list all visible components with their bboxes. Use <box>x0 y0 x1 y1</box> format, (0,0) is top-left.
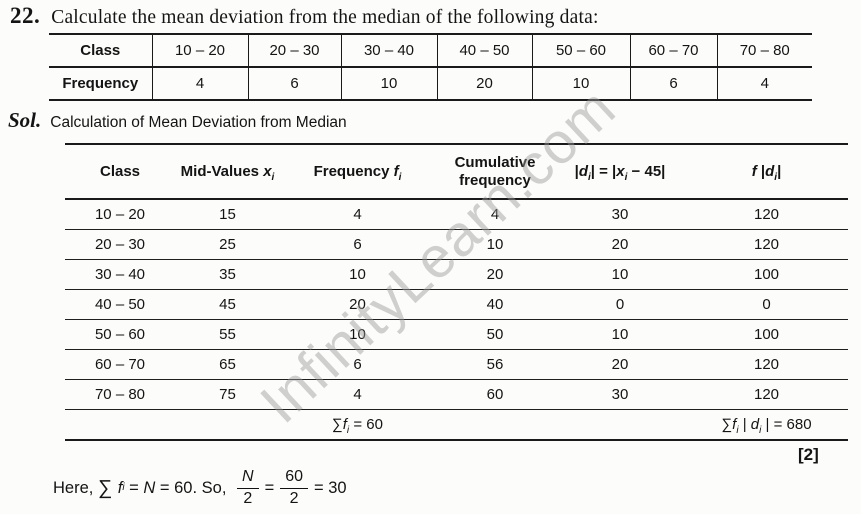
sigma-symbol: ∑ <box>97 476 118 499</box>
cell-empty <box>555 410 685 441</box>
solution-table-row: 60 – 70 65 6 56 20 120 <box>65 349 848 380</box>
frequency-cell: 6 <box>248 67 342 100</box>
cell-abs-deviation: 30 <box>555 199 685 230</box>
var-n: N <box>143 478 156 497</box>
class-cell: 50 – 60 <box>532 34 631 68</box>
solution-table-row: 10 – 20 15 4 4 30 120 <box>65 199 848 230</box>
cell-mid-value: 45 <box>175 289 280 320</box>
class-cell: 70 – 80 <box>717 34 812 68</box>
cell-abs-deviation: 20 <box>555 229 685 260</box>
frequency-cell: 4 <box>760 75 769 92</box>
solution-title: Calculation of Mean Deviation from Media… <box>50 114 347 131</box>
total-frequency: ∑fi = 60 <box>332 416 383 436</box>
class-cell: 30 – 40 <box>341 34 438 68</box>
cell-class: 10 – 20 <box>65 199 175 230</box>
class-cell: 60 – 70 <box>630 34 718 68</box>
cell-mid-value: 35 <box>175 259 280 290</box>
cell-cumulative-frequency: 10 <box>435 229 555 260</box>
cell-abs-deviation: 10 <box>555 319 685 350</box>
cell-abs-deviation: 0 <box>555 289 685 320</box>
problem-text: Calculate the mean deviation from the me… <box>51 7 599 28</box>
solution-table-row: 70 – 80 75 4 60 30 120 <box>65 379 848 410</box>
header-abs-deviation: |di| = |xi − 45| <box>555 144 685 200</box>
cell-frequency: 10 <box>280 319 435 350</box>
cell-cumulative-frequency: 4 <box>435 199 555 230</box>
marks-badge: [2] <box>798 445 819 464</box>
frequency-cell: 20 <box>437 67 533 100</box>
class-row-label: Class <box>49 34 153 68</box>
cell-mid-value: 55 <box>175 319 280 350</box>
cell-mid-value: 15 <box>175 199 280 230</box>
cell-empty <box>175 410 280 441</box>
header-mid-values: Mid-Values xi <box>175 144 280 200</box>
cell-cumulative-frequency: 40 <box>435 289 555 320</box>
class-cell: 10 – 20 <box>152 34 249 68</box>
frequency-row: Frequency 4 6 10 20 10 6 4 <box>49 67 812 100</box>
solution-heading: Sol. Calculation of Mean Deviation from … <box>8 108 347 133</box>
cell-empty <box>65 410 175 441</box>
cell-cumulative-frequency: 56 <box>435 349 555 380</box>
header-class: Class <box>65 144 175 200</box>
cell-cumulative-frequency: 50 <box>435 319 555 350</box>
cell-f-abs-deviation: 100 <box>685 259 848 290</box>
cell-empty <box>435 410 555 441</box>
question-data-table: Class 10 – 20 20 – 30 30 – 40 40 – 50 50… <box>49 33 812 101</box>
problem-number: 22. <box>10 3 41 28</box>
cell-frequency: 20 <box>280 289 435 320</box>
cell-class: 60 – 70 <box>65 349 175 380</box>
frequency-cell: 6 <box>630 67 718 100</box>
cell-mid-value: 65 <box>175 349 280 380</box>
cell-frequency: 10 <box>280 259 435 290</box>
solution-table-row: 40 – 50 45 20 40 0 0 <box>65 289 848 320</box>
cell-abs-deviation: 10 <box>555 259 685 290</box>
solution-table-row: 30 – 40 35 10 20 10 100 <box>65 259 848 290</box>
cell-f-abs-deviation: 100 <box>685 319 848 350</box>
frequency-cell: 10 <box>341 67 438 100</box>
cell-frequency: 6 <box>280 229 435 260</box>
fraction-60-over-2: 60 2 <box>280 468 309 508</box>
cell-cumulative-frequency: 60 <box>435 379 555 410</box>
solution-table-body: 10 – 20 15 4 4 30 120 20 – 30 25 6 10 20… <box>65 199 848 410</box>
cell-abs-deviation: 30 <box>555 379 685 410</box>
frequency-cell: 4 <box>152 67 249 100</box>
header-frequency: Frequency fi <box>280 144 435 200</box>
problem-statement: 22. Calculate the mean deviation from th… <box>10 3 599 29</box>
solution-label: Sol. <box>8 108 42 132</box>
cell-frequency: 4 <box>280 379 435 410</box>
header-cumulative-frequency: Cumulative frequency <box>435 144 555 200</box>
total-f-abs-deviation: ∑fi | di | = 680 <box>721 416 812 436</box>
solution-table-header-row: Class Mid-Values xi Frequency fi Cumulat… <box>65 144 848 200</box>
solution-table: Class Mid-Values xi Frequency fi Cumulat… <box>65 143 848 441</box>
cell-class: 50 – 60 <box>65 319 175 350</box>
cell-f-abs-deviation: 120 <box>685 379 848 410</box>
cell-class: 70 – 80 <box>65 379 175 410</box>
cell-class: 40 – 50 <box>65 289 175 320</box>
cell-class: 30 – 40 <box>65 259 175 290</box>
cell-frequency: 4 <box>280 199 435 230</box>
cell-f-abs-deviation: 120 <box>685 199 848 230</box>
var-f: f <box>117 478 123 497</box>
cell-mid-value: 25 <box>175 229 280 260</box>
solution-table-row: 50 – 60 55 10 50 10 100 <box>65 319 848 350</box>
cell-abs-deviation: 20 <box>555 349 685 380</box>
solution-table-totals-row: ∑fi = 60 ∑fi | di | = 680 <box>65 410 848 441</box>
class-cell: 40 – 50 <box>437 34 533 68</box>
cell-f-abs-deviation: 0 <box>685 289 848 320</box>
footer-text: Here, <box>53 478 98 497</box>
class-row: Class 10 – 20 20 – 30 30 – 40 40 – 50 50… <box>49 34 812 68</box>
frequency-cell: 10 <box>532 67 631 100</box>
cell-f-abs-deviation: 120 <box>685 229 848 260</box>
cell-mid-value: 75 <box>175 379 280 410</box>
cell-frequency: 6 <box>280 349 435 380</box>
frequency-row-label: Frequency <box>49 67 153 100</box>
cell-class: 20 – 30 <box>65 229 175 260</box>
cell-cumulative-frequency: 20 <box>435 259 555 290</box>
header-f-abs-deviation: f |di| <box>685 144 848 200</box>
cell-f-abs-deviation: 120 <box>685 349 848 380</box>
solution-table-row: 20 – 30 25 6 10 20 120 <box>65 229 848 260</box>
class-cell: 20 – 30 <box>248 34 342 68</box>
